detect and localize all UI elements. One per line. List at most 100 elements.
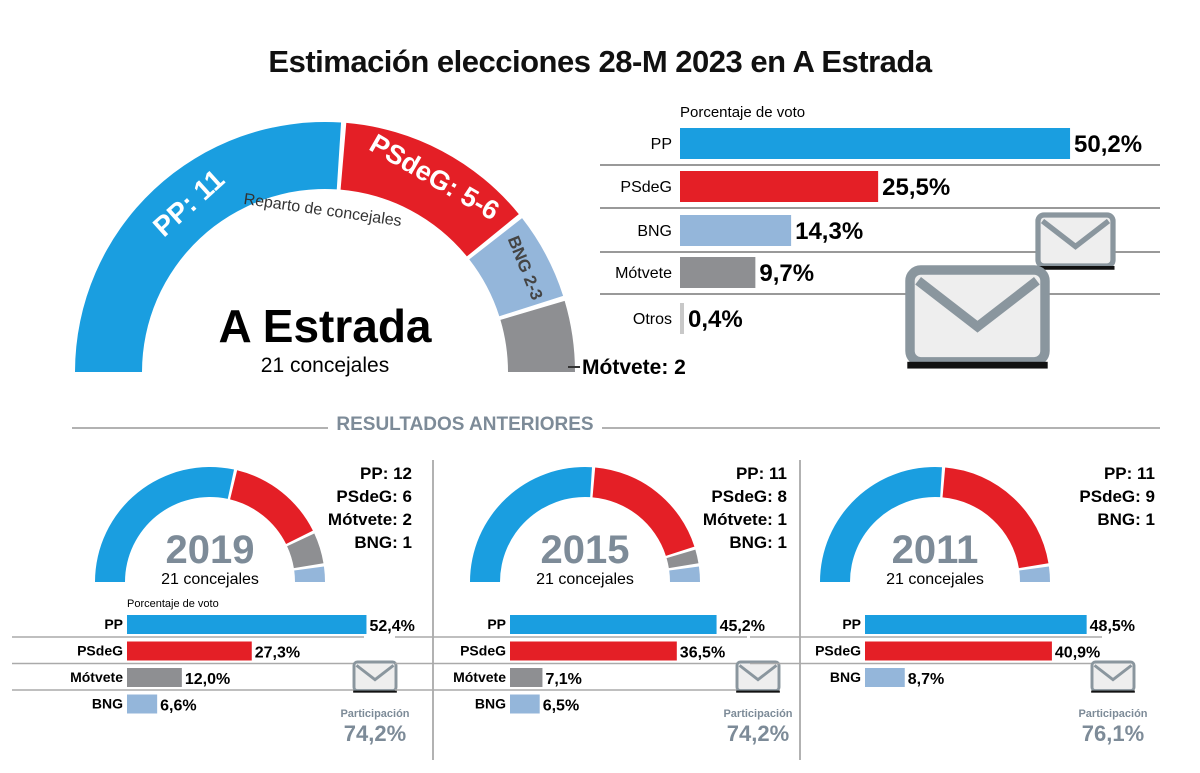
panel-2015-seats-3: BNG: 1: [729, 533, 787, 552]
panel-2015-bar-value-Mótvete: 7,1%: [545, 671, 581, 688]
bar-title: Porcentaje de voto: [680, 104, 805, 121]
bar-value-BNG: 14,3%: [795, 218, 863, 245]
envelope-icon-back: [1035, 212, 1116, 269]
label-motvete: Mótvete: 2: [582, 356, 686, 379]
panel-2015-bar-label-PSdeG: PSdeG: [460, 643, 506, 659]
panel-2011-bar-label-PSdeG: PSdeG: [815, 643, 861, 659]
place-name: A Estrada: [218, 300, 431, 352]
panel-2019-seats-2: Mótvete: 2: [328, 510, 412, 529]
panel-2015-seats-0: PP: 11: [736, 464, 787, 483]
panel-2015-participation-icon-shadow: [736, 690, 780, 693]
panel-2015-participation-icon: [735, 660, 781, 693]
panel-2015-subtitle: 21 concejales: [536, 571, 634, 588]
bar-value-PP: 50,2%: [1074, 131, 1142, 158]
panel-2019-bar-value-BNG: 6,6%: [160, 698, 196, 715]
panel-2019-bar-label-Mótvete: Mótvete: [70, 669, 123, 685]
bar-PP: [680, 128, 1071, 159]
panel-2019-bar-label-PP: PP: [104, 616, 123, 632]
panel-2019-seats-3: BNG: 1: [354, 533, 412, 552]
panel-2011-participation-icon-shadow: [1091, 690, 1135, 693]
panel-2019-bar-value-PSdeG: 27,3%: [255, 645, 300, 662]
panel-2019-bar-BNG: [127, 694, 158, 714]
bar-PSdeG: [680, 171, 879, 202]
bar-label-PP: PP: [651, 136, 672, 153]
envelope-icon-front: [905, 265, 1050, 367]
panel-2015-bar-BNG: [510, 694, 540, 714]
envelope-icon-back-flap: [1040, 218, 1111, 250]
panel-2019-donut-segment-PP: [95, 466, 235, 582]
panel-2011-bar-BNG: [865, 668, 905, 687]
panel-2019-bar-PP: [127, 615, 367, 634]
main-donut-segment-PP: [75, 121, 342, 372]
panel-2019-bar-value-PP: 52,4%: [369, 618, 414, 635]
panel-2015-donut-segment-PP: [470, 467, 592, 582]
panel-2015-year: 2015: [541, 528, 630, 572]
panel-2015-bar-PSdeG: [510, 641, 677, 661]
panel-2011-donut-segment-BNG: [1019, 566, 1050, 582]
panel-2019-bar-title: Porcentaje de voto: [127, 598, 219, 610]
panel-2015-bar-label-Mótvete: Mótvete: [453, 669, 506, 685]
panel-2015-bar-label-PP: PP: [487, 616, 506, 632]
panel-2011-bar-value-PSdeG: 40,9%: [1055, 645, 1100, 662]
panel-2019-bar-Mótvete: [127, 668, 182, 687]
panel-2011-bar-PSdeG: [865, 641, 1052, 661]
panel-2019-seats-0: PP: 12: [360, 464, 412, 483]
panel-2019-participation: 74,2%: [344, 721, 406, 746]
bar-label-PSdeG: PSdeG: [620, 179, 672, 196]
envelope-icon-front-shadow: [907, 361, 1048, 369]
bar-value-Mótvete: 9,7%: [759, 260, 814, 287]
panel-2011-donut-segment-PSdeG: [942, 467, 1049, 569]
panel-2015-bar-label-BNG: BNG: [475, 696, 506, 712]
panel-2015-seats-1: PSdeG: 8: [711, 487, 787, 506]
panel-2015-bar-Mótvete: [510, 668, 543, 687]
main-donut-segment-BNG: [469, 218, 564, 317]
panel-2019-bar-label-PSdeG: PSdeG: [77, 643, 123, 659]
panel-2015-bar-value-BNG: 6,5%: [543, 698, 579, 715]
panel-2019-subtitle: 21 concejales: [161, 571, 259, 588]
seat-total: 21 concejales: [261, 354, 389, 377]
panel-2011-participation-icon-flap: [1093, 664, 1133, 682]
main-donut-segment-PSdeG: [340, 122, 519, 257]
bar-label-Otros: Otros: [633, 311, 672, 328]
panel-2019-year: 2019: [166, 528, 255, 572]
envelope-icon-front-flap: [915, 277, 1040, 333]
panel-2019-donut-segment-BNG: [294, 566, 325, 582]
bar-value-PSdeG: 25,5%: [882, 174, 950, 201]
panel-2019-bar-label-BNG: BNG: [92, 696, 123, 712]
panel-2019-bar-PSdeG: [127, 641, 252, 661]
bar-value-Otros: 0,4%: [688, 306, 743, 333]
panel-2011-donut-segment-PP: [820, 467, 942, 582]
panel-2011-bar-label-PP: PP: [842, 616, 861, 632]
panel-2011-subtitle: 21 concejales: [886, 571, 984, 588]
panel-2015-donut-segment-Mótvete: [666, 549, 699, 569]
panel-2015-donut-segment-BNG: [669, 566, 700, 582]
envelope-icon-back-shadow: [1036, 266, 1115, 270]
panel-2015-bar-PP: [510, 615, 717, 634]
panel-2019-donut-segment-PSdeG: [230, 470, 313, 545]
panel-2019-participation-icon-flap: [355, 664, 395, 682]
panel-2015-bar-value-PP: 45,2%: [720, 618, 765, 635]
panel-2019-donut-segment-Mótvete: [287, 533, 324, 569]
section-title: RESULTADOS ANTERIORES: [0, 414, 1200, 436]
panel-2019-participation-icon: [352, 660, 398, 693]
panel-2011-seats-1: PSdeG: 9: [1079, 487, 1155, 506]
panel-2011-participation: 76,1%: [1082, 721, 1144, 746]
panel-2015-bar-value-PSdeG: 36,5%: [680, 645, 725, 662]
panel-2011-seats-2: BNG: 1: [1097, 510, 1155, 529]
panel-2015-donut-segment-PSdeG: [592, 467, 695, 556]
main-donut-segment-Mótvete: [500, 300, 575, 372]
bar-label-Mótvete: Mótvete: [615, 265, 672, 282]
panel-2015-participation: 74,2%: [727, 721, 789, 746]
bar-label-BNG: BNG: [637, 223, 672, 240]
panel-2015-seats-2: Mótvete: 1: [703, 510, 787, 529]
panel-2019-bar-value-Mótvete: 12,0%: [185, 671, 230, 688]
panel-2011-participation-icon: [1090, 660, 1136, 693]
panel-2015-participation-label: Participación: [723, 708, 792, 720]
bar-Otros: [680, 303, 684, 334]
page-title: Estimación elecciones 28-M 2023 en A Est…: [268, 44, 932, 79]
panel-2019-participation-icon-shadow: [353, 690, 397, 693]
panel-2011-bar-PP: [865, 615, 1087, 634]
bar-Mótvete: [680, 257, 756, 288]
panel-2011-year: 2011: [892, 528, 979, 572]
